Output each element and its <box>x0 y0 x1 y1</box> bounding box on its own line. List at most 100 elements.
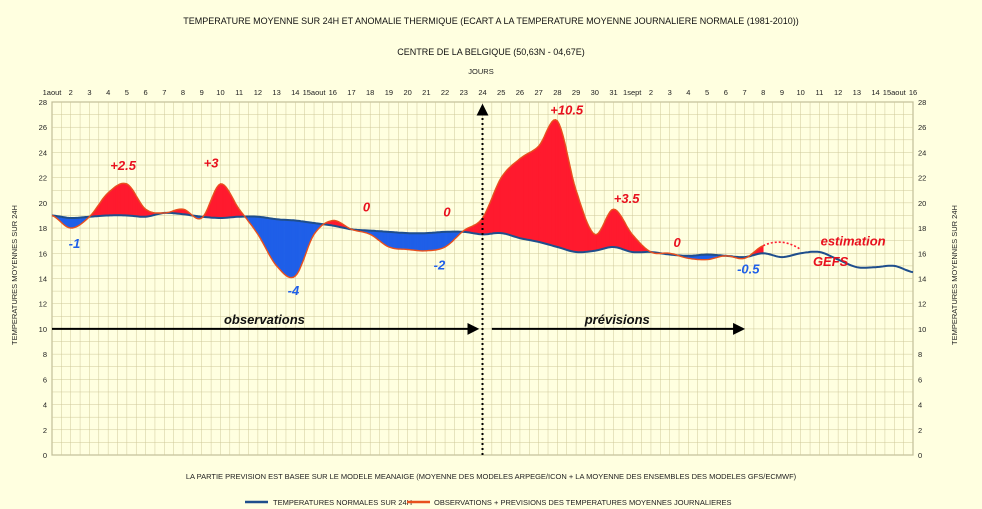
x-tick-label: 19 <box>385 88 393 97</box>
y-tick-label-right: 12 <box>918 300 926 309</box>
y-tick-label-left: 2 <box>43 426 47 435</box>
y-tick-label-right: 28 <box>918 98 926 107</box>
x-tick-label: 21 <box>422 88 430 97</box>
x-tick-label: 20 <box>403 88 411 97</box>
x-tick-label: 7 <box>162 88 166 97</box>
y-tick-label-right: 26 <box>918 123 926 132</box>
x-tick-label: 8 <box>181 88 185 97</box>
x-tick-label: 3 <box>87 88 91 97</box>
x-tick-label: 5 <box>125 88 129 97</box>
anomaly-label: estimation <box>821 234 886 249</box>
y-axis-label-left: TEMPERATURES MOYENNES SUR 24H <box>10 205 19 345</box>
y-tick-label-right: 20 <box>918 199 926 208</box>
anomaly-label: 0 <box>363 200 371 215</box>
x-tick-label: 2 <box>69 88 73 97</box>
anomaly-label: 0 <box>674 235 682 250</box>
anomaly-label: -1 <box>69 236 81 251</box>
x-tick-label: 13 <box>272 88 280 97</box>
y-tick-label-left: 0 <box>43 451 47 460</box>
x-tick-label: 31 <box>609 88 617 97</box>
x-tick-label: 11 <box>816 88 824 97</box>
x-tick-label: 4 <box>686 88 690 97</box>
x-tick-label: 1aout <box>43 88 63 97</box>
x-tick-label: 4 <box>106 88 110 97</box>
x-axis-label: JOURS <box>468 67 493 76</box>
y-tick-label-left: 12 <box>39 300 47 309</box>
x-tick-label: 12 <box>254 88 262 97</box>
x-tick-label: 18 <box>366 88 374 97</box>
x-tick-label: 23 <box>460 88 468 97</box>
chart-subtitle: CENTRE DE LA BELGIQUE (50,63N - 04,67E) <box>397 47 585 57</box>
x-tick-label: 14 <box>291 88 299 97</box>
grid <box>51 101 914 456</box>
anomaly-label: +10.5 <box>550 103 584 118</box>
y-tick-label-right: 16 <box>918 249 926 258</box>
x-tick-label: 27 <box>534 88 542 97</box>
y-tick-label-right: 22 <box>918 174 926 183</box>
x-tick-label: 26 <box>516 88 524 97</box>
anomaly-label: +3.5 <box>614 191 640 206</box>
x-tick-label: 6 <box>144 88 148 97</box>
y-tick-label-left: 22 <box>39 174 47 183</box>
x-tick-label: 7 <box>742 88 746 97</box>
y-tick-label-left: 28 <box>39 98 47 107</box>
x-tick-label: 13 <box>853 88 861 97</box>
y-tick-label-right: 6 <box>918 375 922 384</box>
x-tick-label: 16 <box>329 88 337 97</box>
x-tick-label: 12 <box>834 88 842 97</box>
y-tick-label-left: 10 <box>39 325 47 334</box>
y-tick-label-left: 6 <box>43 375 47 384</box>
anomaly-label: +3 <box>204 156 220 171</box>
anomaly-label: -0.5 <box>737 261 760 276</box>
x-tick-label: 16 <box>909 88 917 97</box>
y-tick-label-left: 16 <box>39 249 47 258</box>
y-tick-label-left: 8 <box>43 350 47 359</box>
x-tick-label: 22 <box>441 88 449 97</box>
y-tick-label-left: 24 <box>39 148 47 157</box>
y-tick-label-right: 24 <box>918 148 926 157</box>
x-tick-label: 24 <box>478 88 486 97</box>
period-arrow-label: prévisions <box>584 312 650 327</box>
x-tick-label: 10 <box>216 88 224 97</box>
x-tick-label: 1sept <box>623 88 642 97</box>
y-tick-label-right: 2 <box>918 426 922 435</box>
x-tick-label: 15aout <box>303 88 327 97</box>
y-tick-label-right: 10 <box>918 325 926 334</box>
legend-label-normals: TEMPERATURES NORMALES SUR 24H <box>273 498 412 507</box>
y-tick-label-right: 8 <box>918 350 922 359</box>
y-tick-label-right: 18 <box>918 224 926 233</box>
x-tick-label: 17 <box>347 88 355 97</box>
y-tick-label-left: 4 <box>43 401 47 410</box>
y-tick-label-left: 18 <box>39 224 47 233</box>
footnote: LA PARTIE PREVISION EST BASEE SUR LE MOD… <box>186 472 797 481</box>
x-tick-label: 25 <box>497 88 505 97</box>
x-tick-label: 8 <box>761 88 765 97</box>
x-tick-label: 28 <box>553 88 561 97</box>
x-tick-label: 2 <box>649 88 653 97</box>
x-tick-label: 10 <box>797 88 805 97</box>
x-tick-label: 9 <box>780 88 784 97</box>
x-tick-label: 14 <box>871 88 879 97</box>
legend-label-observations: OBSERVATIONS + PREVISIONS DES TEMPERATUR… <box>434 498 732 507</box>
anomaly-label: GEFS <box>813 254 849 269</box>
x-tick-label: 5 <box>705 88 709 97</box>
anomaly-label: -2 <box>434 258 446 273</box>
y-tick-label-left: 26 <box>39 123 47 132</box>
anomaly-label: 0 <box>443 205 451 220</box>
x-tick-label: 15aout <box>883 88 907 97</box>
x-tick-label: 29 <box>572 88 580 97</box>
y-tick-label-right: 0 <box>918 451 922 460</box>
annotations: observations prévisions -1 +2.5 +3 -4 0 0 -2 +10.… <box>52 103 886 455</box>
x-tick-label: 3 <box>668 88 672 97</box>
y-tick-label-right: 4 <box>918 401 922 410</box>
x-tick-label: 6 <box>724 88 728 97</box>
y-tick-label-left: 14 <box>39 275 47 284</box>
anomaly-label: +2.5 <box>110 158 136 173</box>
legend: TEMPERATURES NORMALES SUR 24H OBSERVATIO… <box>245 498 732 507</box>
series-line-observations <box>51 118 764 279</box>
x-tick-label: 30 <box>591 88 599 97</box>
y-tick-label-left: 20 <box>39 199 47 208</box>
x-tick-label: 11 <box>235 88 243 97</box>
